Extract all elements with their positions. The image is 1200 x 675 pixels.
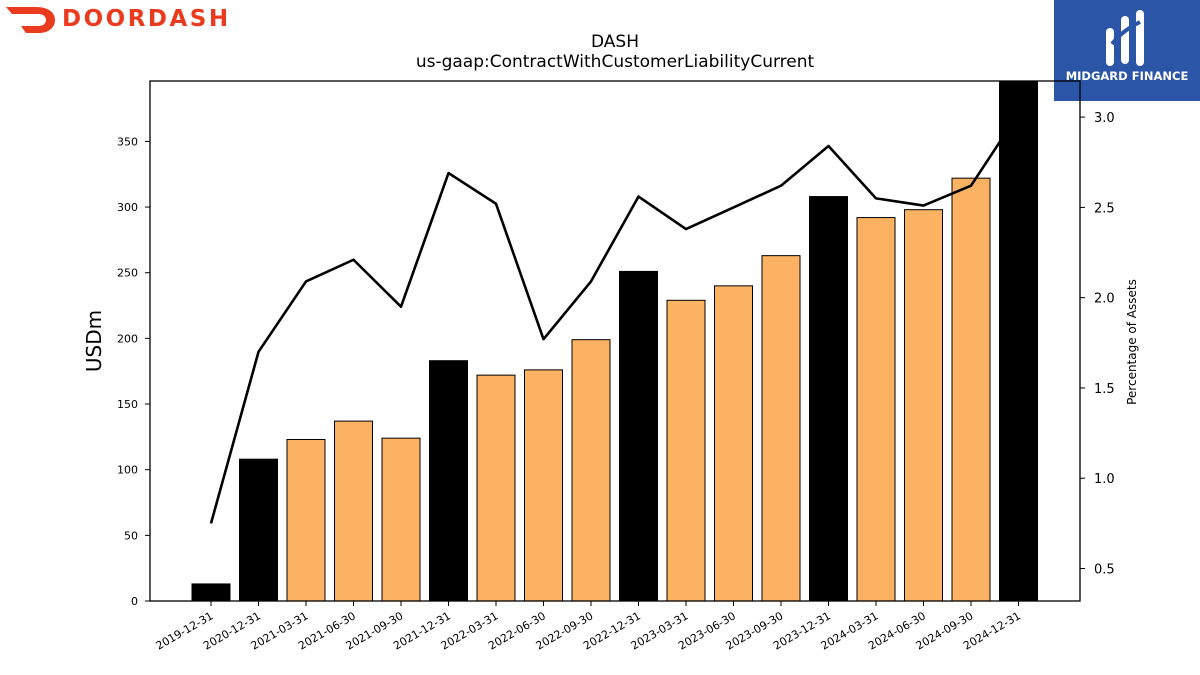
bar-2020-12-31 (239, 458, 278, 602)
bar-2023-09-30 (761, 255, 801, 602)
plot-frame (149, 80, 1081, 602)
bar-2022-06-30 (524, 369, 563, 602)
bar-2023-03-31 (666, 299, 706, 602)
y-tick-label: 50 (124, 529, 138, 542)
bar-2023-06-30 (714, 285, 753, 602)
bar-2022-12-31 (619, 270, 658, 602)
y2-axis-label: Percentage of Assets (1125, 279, 1139, 405)
midgard-finance-emblem-icon (1106, 10, 1144, 66)
bar-2024-03-31 (856, 217, 896, 602)
bar-2021-12-31 (429, 360, 468, 602)
y2-tick-label: 1.5 (1094, 382, 1115, 397)
bar-2023-12-31 (809, 196, 848, 602)
y-tick-label: 200 (117, 332, 138, 345)
bar-2021-03-31 (286, 438, 326, 602)
percentage-of-assets-line (209, 112, 1020, 524)
bar-2022-03-31 (476, 374, 516, 602)
y-tick-label: 350 (117, 135, 138, 148)
y2-tick-label: 3.0 (1094, 111, 1115, 126)
bar-2024-12-31 (999, 80, 1038, 602)
bar-2021-09-30 (381, 437, 421, 602)
bar-2024-09-30 (951, 177, 991, 602)
bar-2022-09-30 (571, 339, 611, 602)
bar-2024-06-30 (904, 209, 943, 602)
y-tick-label: 150 (117, 398, 138, 411)
y2-tick-label: 0.5 (1094, 563, 1115, 578)
chart-subtitle: us-gaap:ContractWithCustomerLiabilityCur… (415, 52, 815, 72)
doordash-dash-icon (6, 7, 55, 33)
bar-2019-12-31 (191, 583, 231, 602)
y-tick-label: 300 (117, 201, 138, 214)
y2-tick-label: 1.0 (1094, 472, 1115, 487)
bar-2021-06-30 (334, 420, 373, 602)
doordash-logo: DOORDASH (6, 2, 231, 36)
y-tick-label: 250 (117, 267, 138, 280)
y-axis-label: USDm (82, 310, 106, 372)
doordash-logo-text: DOORDASH (62, 6, 231, 32)
midgard-finance-logo-text: MIDGARD FINANCE (1065, 69, 1189, 83)
y-tick-label: 0 (131, 595, 138, 608)
midgard-finance-logo: MIDGARD FINANCE (1054, 0, 1200, 101)
y2-tick-label: 2.0 (1094, 292, 1115, 307)
y2-tick-label: 2.5 (1094, 201, 1115, 216)
y-tick-label: 100 (117, 464, 138, 477)
chart-title: DASH (591, 32, 639, 52)
